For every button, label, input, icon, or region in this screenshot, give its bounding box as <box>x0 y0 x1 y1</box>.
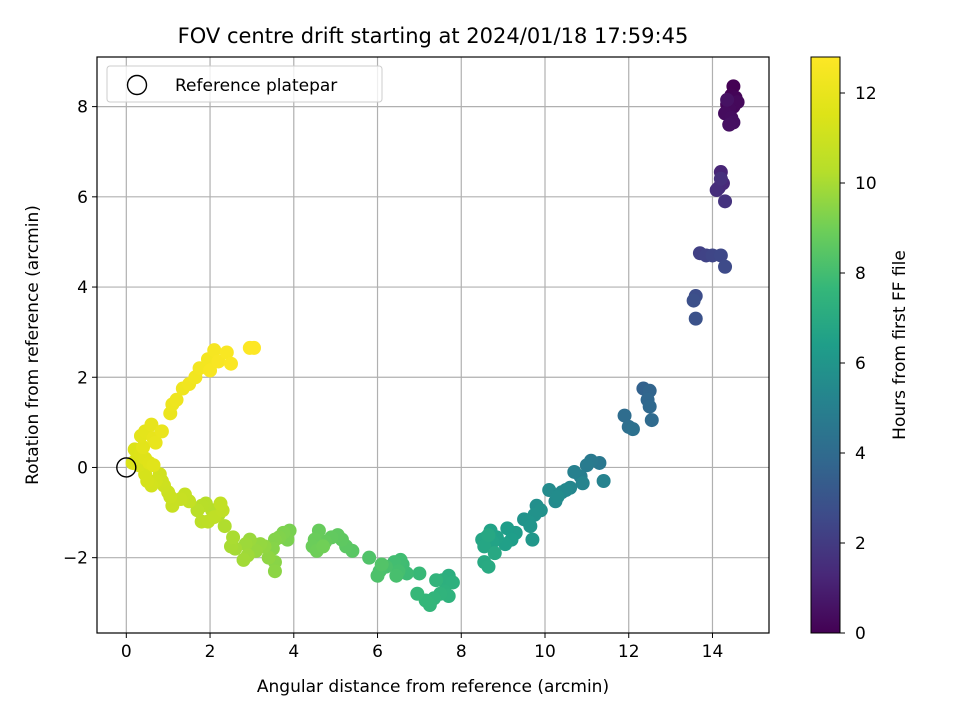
data-point <box>226 530 241 545</box>
colorbar-tick-label: 6 <box>855 354 866 374</box>
x-tick-label: 0 <box>121 642 132 662</box>
data-point <box>713 171 728 186</box>
data-point <box>500 521 515 536</box>
data-point <box>718 194 733 209</box>
data-points <box>125 79 745 613</box>
data-point <box>644 413 659 428</box>
data-point <box>575 476 590 491</box>
data-point <box>362 550 377 565</box>
data-point <box>567 464 582 479</box>
x-tick-label: 12 <box>618 642 640 662</box>
data-point <box>722 117 737 132</box>
data-point <box>211 354 226 369</box>
data-point <box>429 573 444 588</box>
data-point <box>579 458 594 473</box>
data-point <box>642 399 657 414</box>
chart-title: FOV centre drift starting at 2024/01/18 … <box>178 24 689 48</box>
legend: Reference platepar <box>106 65 383 103</box>
data-point <box>525 532 540 547</box>
data-point <box>412 566 427 581</box>
x-tick-label: 4 <box>288 642 299 662</box>
data-point <box>445 575 460 590</box>
y-tick-label: 8 <box>77 98 88 118</box>
colorbar-label: Hours from first FF file <box>890 250 910 440</box>
plot-frame <box>96 56 770 634</box>
x-tick-label: 6 <box>372 642 383 662</box>
data-point <box>261 550 276 565</box>
data-point <box>481 559 496 574</box>
colorbar-tick-label: 0 <box>855 624 866 644</box>
data-point <box>617 408 632 423</box>
data-point <box>192 361 207 376</box>
data-point <box>389 568 404 583</box>
data-point <box>148 435 163 450</box>
data-point <box>370 568 385 583</box>
data-point <box>223 356 238 371</box>
data-point <box>144 417 159 432</box>
data-point <box>207 343 222 358</box>
reference-point <box>116 457 137 478</box>
data-point <box>316 539 331 554</box>
data-point <box>718 259 733 274</box>
legend-marker-icon <box>126 74 148 96</box>
x-tick-label: 10 <box>534 642 556 662</box>
data-point <box>374 557 389 572</box>
data-point <box>236 552 251 567</box>
legend-entry: Reference platepar <box>175 76 337 96</box>
y-axis-ticks: −2 0 2 4 6 8 <box>63 98 97 569</box>
data-point <box>203 363 218 378</box>
y-tick-label: 2 <box>77 368 88 388</box>
data-point <box>720 92 735 107</box>
data-point <box>136 440 151 455</box>
data-point <box>596 473 611 488</box>
colorbar-tick-label: 12 <box>855 84 877 104</box>
y-tick-label: 4 <box>77 278 88 298</box>
legend-box <box>106 65 383 103</box>
colorbar: 0 2 4 6 8 10 12 Hours from first FF file <box>810 56 910 644</box>
reference-marker <box>116 457 137 478</box>
data-point <box>267 564 282 579</box>
data-point <box>477 539 492 554</box>
data-point <box>247 340 262 355</box>
x-axis-label: Angular distance from reference (arcmin) <box>257 677 609 697</box>
data-point <box>190 503 205 518</box>
grid-lines <box>97 57 769 633</box>
data-point <box>169 392 184 407</box>
x-tick-label: 14 <box>702 642 724 662</box>
x-tick-label: 2 <box>205 642 216 662</box>
y-axis-label: Rotation from reference (arcmin) <box>23 205 43 485</box>
data-point <box>487 546 502 561</box>
colorbar-tick-label: 8 <box>855 264 866 284</box>
data-point <box>213 496 228 511</box>
colorbar-tick-label: 4 <box>855 444 866 464</box>
data-point <box>523 519 538 534</box>
colorbar-tick-label: 10 <box>855 174 877 194</box>
colorbar-tick-label: 2 <box>855 534 866 554</box>
data-point <box>688 311 703 326</box>
data-point <box>550 489 565 504</box>
data-point <box>219 345 234 360</box>
x-tick-label: 8 <box>456 642 467 662</box>
data-point <box>146 458 161 473</box>
colorbar-gradient <box>810 56 841 634</box>
x-axis-ticks: 0 2 4 6 8 10 12 14 <box>121 633 723 662</box>
data-point <box>154 424 169 439</box>
data-point <box>410 586 425 601</box>
data-point <box>709 183 724 198</box>
data-point <box>713 248 728 263</box>
colorbar-ticks: 0 2 4 6 8 10 12 <box>840 84 877 644</box>
y-tick-label: 6 <box>77 188 88 208</box>
y-tick-label: 0 <box>77 458 88 478</box>
data-point <box>238 537 253 552</box>
data-point <box>686 293 701 308</box>
data-point <box>625 422 640 437</box>
data-point <box>217 519 232 534</box>
data-point <box>481 528 496 543</box>
y-tick-label: −2 <box>63 549 88 569</box>
